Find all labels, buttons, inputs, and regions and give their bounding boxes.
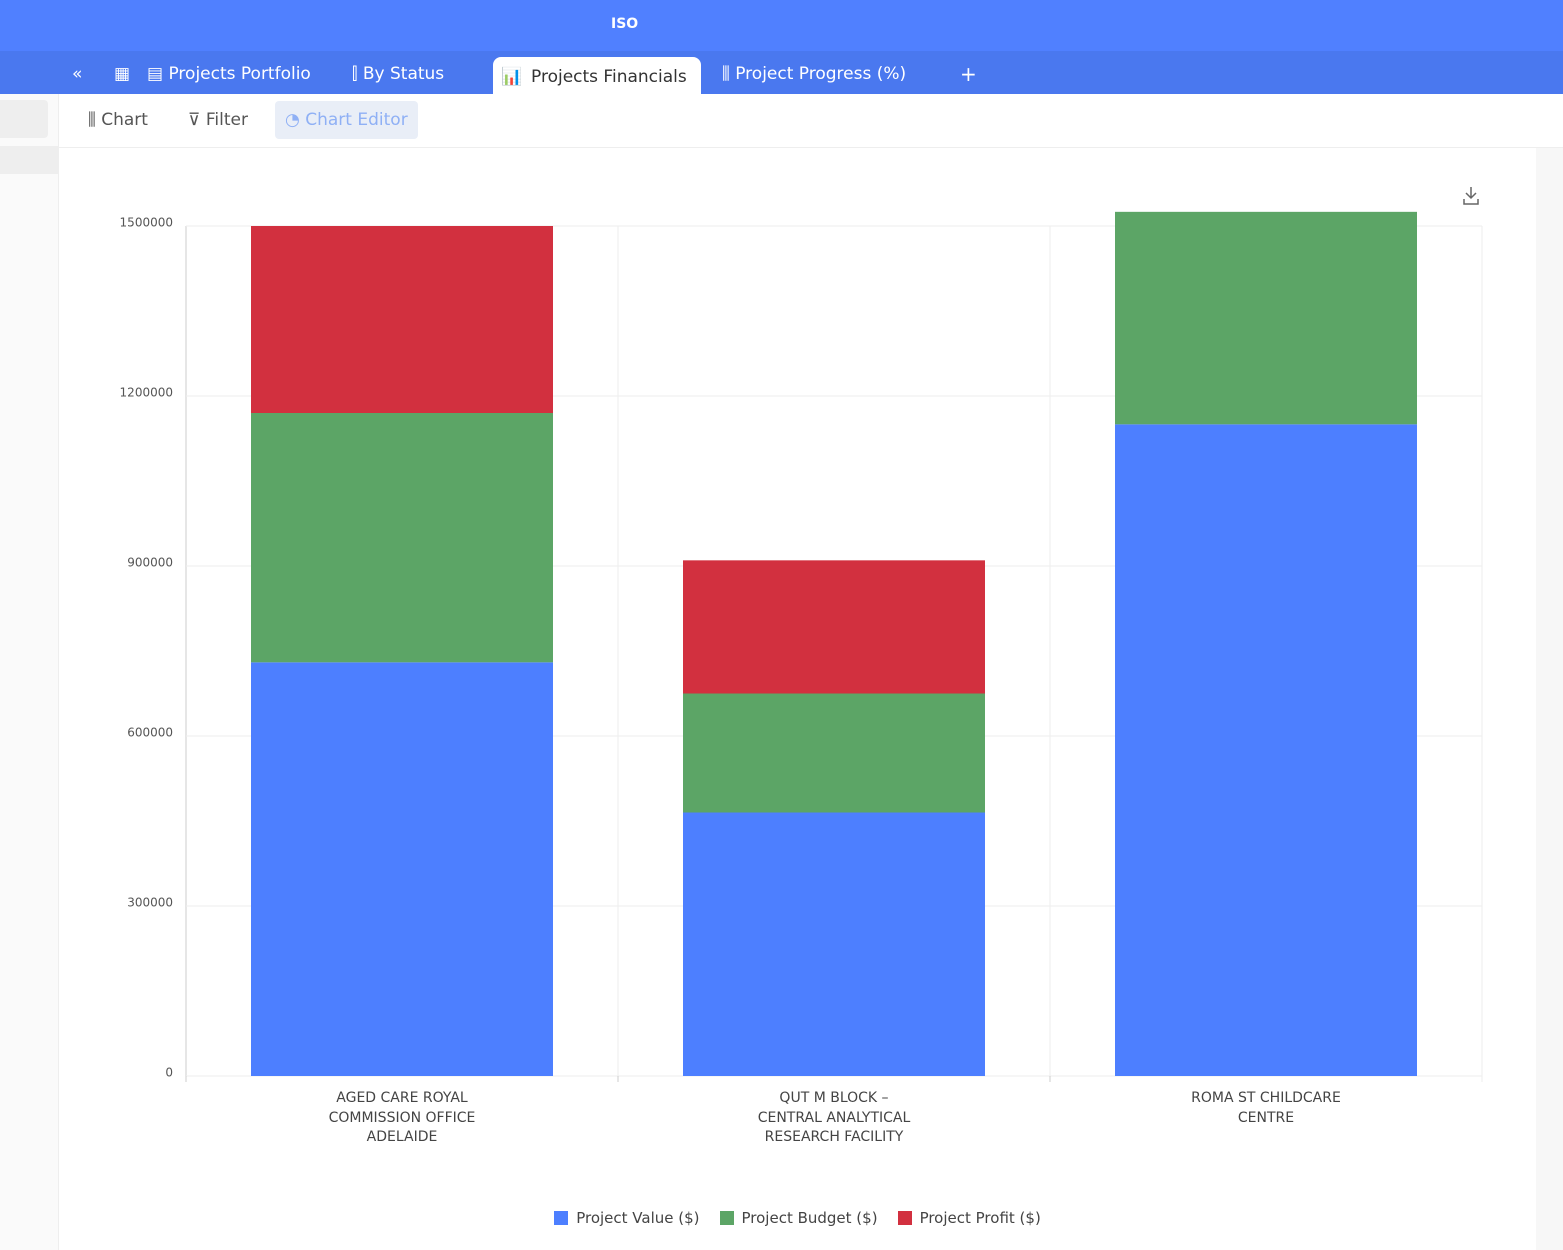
y-tick-label: 600000 — [127, 726, 173, 740]
tab-label: Project Progress (%) — [735, 64, 907, 84]
tool-button[interactable]: ◔ Chart Editor — [275, 101, 418, 139]
scroll-area — [1536, 148, 1563, 1250]
tab-label: Projects Financials — [531, 67, 687, 87]
y-tick-label: 1500000 — [120, 216, 173, 230]
bar-segment — [683, 560, 985, 694]
sidebar-item[interactable] — [0, 100, 48, 138]
tab[interactable]: ⫿ By Status — [352, 64, 445, 84]
bar-segment — [1115, 211, 1417, 425]
legend-swatch — [554, 1211, 569, 1225]
tab[interactable]: ▤ Projects Portfolio — [147, 64, 311, 84]
x-tick-label: QUT M BLOCK – CENTRAL ANALYTICAL RESEARC… — [757, 1090, 911, 1145]
legend-label: Project Value ($) — [576, 1209, 700, 1227]
logo[interactable]: ISO — [611, 16, 639, 32]
legend-swatch — [719, 1211, 734, 1225]
table-icon[interactable]: ▦ — [114, 64, 131, 84]
legend-label: Project Budget ($) — [741, 1209, 878, 1227]
tab-bar: « ▦ ▤ Projects Portfolio ⫿ By Status 📊 Pr… — [0, 51, 1563, 94]
legend-label: Project Profit ($) — [919, 1209, 1041, 1227]
legend: Project Value ($) Project Budget ($) Proje… — [0, 1209, 1563, 1227]
tab-label: By Status — [362, 64, 445, 84]
y-tick-label: 0 — [165, 1066, 173, 1080]
sidebar-item[interactable] — [0, 146, 58, 174]
legend-item[interactable]: Project Profit ($) — [897, 1209, 1041, 1227]
tab[interactable]: ⫼ Project Progress (%) — [722, 64, 907, 84]
tool-label: Chart Editor — [305, 110, 408, 130]
add-tab[interactable]: + — [960, 62, 977, 86]
tool-label: Chart — [101, 110, 148, 130]
sidebar — [0, 94, 59, 1250]
bar-segment — [683, 812, 985, 1076]
tool-button[interactable]: ⊽ Filter — [188, 110, 248, 130]
tool-button[interactable]: ⫼ Chart — [88, 110, 148, 130]
bar-segment — [683, 693, 985, 813]
tab-icon: 📊 — [501, 67, 523, 87]
top-bar: ISO — [0, 0, 1563, 51]
bar-segment — [251, 413, 553, 663]
download-icon[interactable] — [1463, 187, 1479, 205]
legend-item[interactable]: Project Budget ($) — [719, 1209, 878, 1227]
bar-segment — [251, 662, 553, 1076]
x-tick-label: AGED CARE ROYAL COMMISSION OFFICE ADELAI… — [328, 1090, 476, 1145]
tab-label: Projects Portfolio — [168, 64, 311, 84]
x-tick-label: ROMA ST CHILDCARE CENTRE — [1191, 1090, 1341, 1126]
y-tick-label: 1200000 — [120, 386, 173, 400]
tab-active[interactable]: 📊 Projects Financials — [493, 57, 701, 94]
legend-swatch — [897, 1211, 912, 1225]
toolbar: ⫼ Chart ⊽ Filter ◔ Chart Editor — [58, 94, 1563, 148]
legend-item[interactable]: Project Value ($) — [554, 1209, 700, 1227]
bar-segment — [251, 226, 553, 413]
y-tick-label: 900000 — [127, 556, 173, 570]
category-dividers — [185, 226, 1483, 1082]
collapse-button[interactable]: « — [72, 64, 83, 84]
y-tick-label: 300000 — [127, 896, 173, 910]
bar-segment — [1115, 424, 1417, 1076]
tool-label: Filter — [205, 110, 248, 130]
